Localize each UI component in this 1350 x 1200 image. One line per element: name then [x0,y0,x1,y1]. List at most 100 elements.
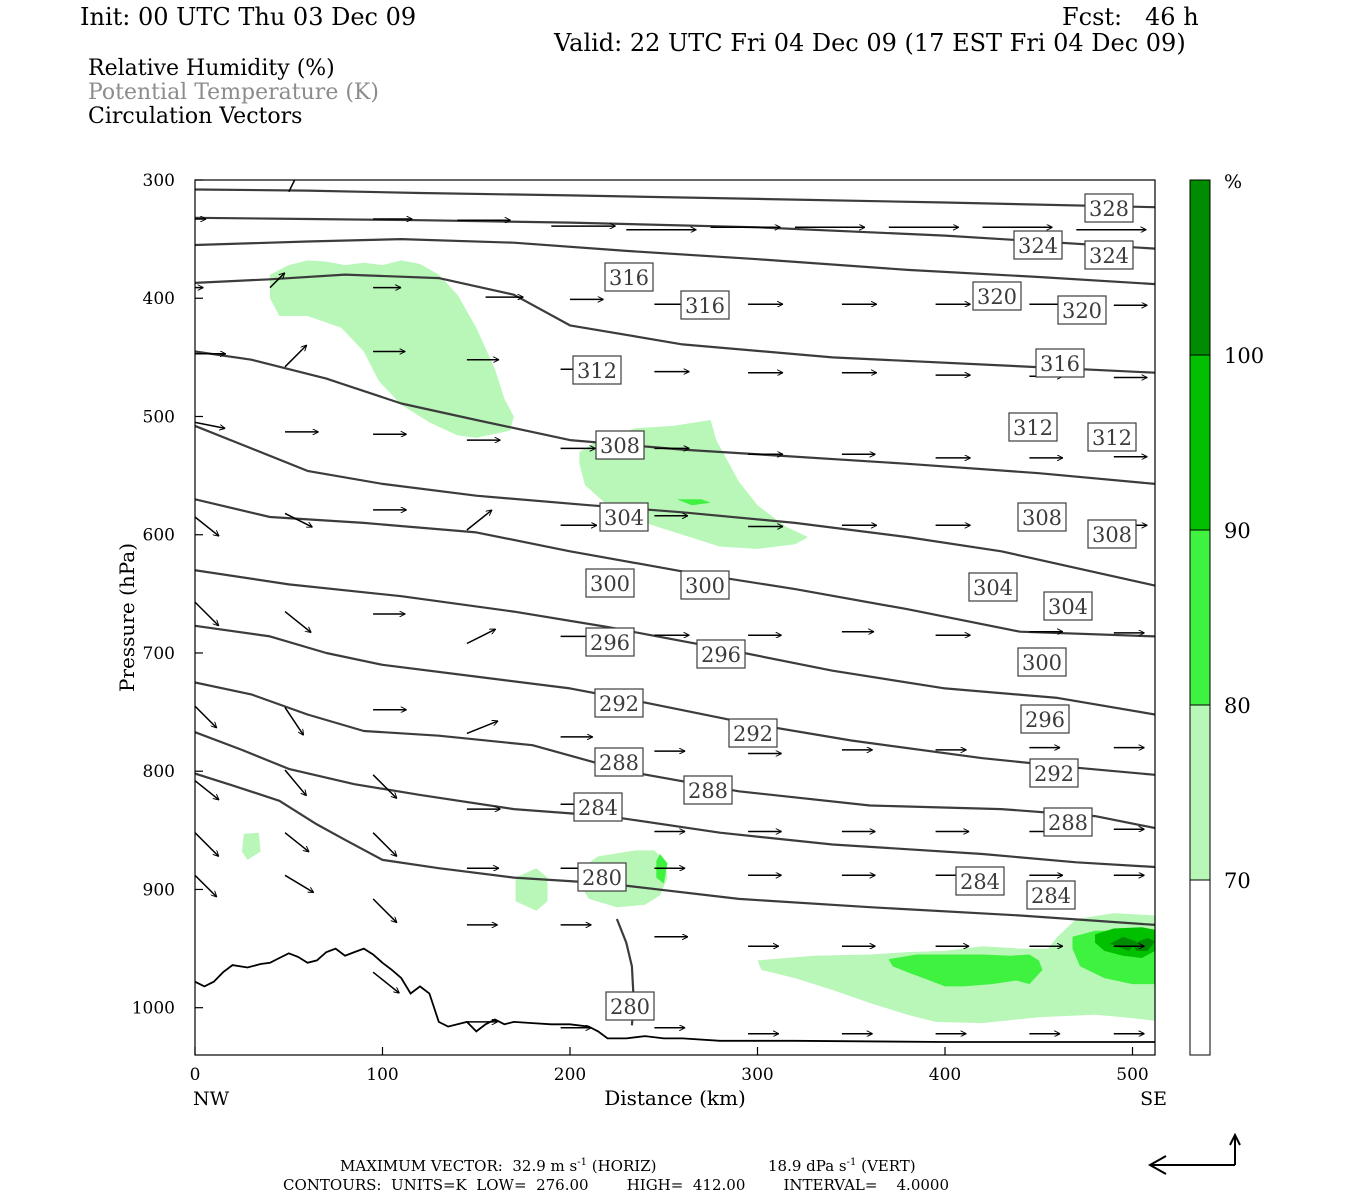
contour-label: 304 [973,576,1013,600]
colorbar-level-label: 80 [1224,694,1251,718]
vector-arrow [284,832,309,852]
colorbar-band [1190,355,1210,530]
y-tick-label: 700 [143,644,175,664]
theta-contour-328 [195,188,1155,209]
max-vector-text: MAXIMUM VECTOR: 32.9 m s-1 (HORIZ) [340,1157,657,1175]
contour-label: 320 [1062,299,1102,323]
theta-contour-300 [195,569,1155,716]
contour-label-box [1035,348,1085,378]
contour-label: 288 [688,779,728,803]
contour-label: 308 [1022,506,1062,530]
contour-label: 292 [599,692,639,716]
colorbar-band [1190,530,1210,705]
valid-time: Valid: 22 UTC Fri 04 Dec 09 (17 EST Fri … [554,29,1186,57]
contour-label-box [1020,704,1070,734]
forecast-hour: Fcst: 46 h [1062,3,1199,31]
contour-label-box [1043,807,1093,837]
contour-label-box [599,502,649,532]
vector-arrow [284,345,307,368]
contour-label: 304 [1048,595,1088,619]
rh-region-80 [676,499,711,506]
contours-info: CONTOURS: UNITS=K LOW= 276.00 HIGH= 412.… [283,1176,949,1194]
y-tick-label: 400 [143,289,175,309]
vector-arrow [284,512,313,528]
theta-contour-304 [195,498,1155,638]
theta-contour-284 [195,772,1155,926]
vector-arrow [195,705,217,728]
contour-label: 312 [1092,426,1132,450]
theta-contour-312 [195,350,1155,485]
contour-label-box [1026,880,1076,910]
x-tick-label: 0 [190,1065,201,1085]
contour-label-box [604,262,654,292]
x-tick-label: 100 [366,1065,398,1085]
vector-arrow [284,611,311,633]
contour-label-box [595,430,645,460]
contour-label: 284 [578,796,618,820]
contour-label: 288 [1048,811,1088,835]
x-tick-label: 400 [929,1065,961,1085]
x-tick-label: 500 [1116,1065,1148,1085]
colorbar-level-label: 100 [1224,344,1264,368]
contour-label: 300 [685,574,725,598]
contour-label-box [1043,591,1093,621]
colorbar-band [1190,180,1210,355]
contour-label-box [1013,230,1063,260]
vector-arrow [195,780,219,800]
contour-label: 284 [1031,884,1071,908]
vector-arrow [372,774,397,799]
vector-arrow [195,421,225,428]
rh-region-70 [241,832,261,860]
theta-contour-316 [195,273,1155,374]
contour-label-box [594,688,644,718]
contour-label-box [1008,412,1058,442]
vector-arrow [284,769,307,796]
contour-label: 296 [590,631,630,655]
contour-label-box [1084,240,1134,270]
axes: 300 400 500 600 700 800 900 1000 0 100 200 300 400 50… [115,171,1167,1110]
theta-contour-292 [195,681,1155,830]
contour-label-box [955,866,1005,896]
y-tick-label: 800 [143,762,175,782]
contour-label-box [696,639,746,669]
contour-label-box [577,862,627,892]
rh-region-70 [515,868,548,911]
contour-label: 300 [1022,651,1062,675]
contour-label-box [1087,422,1137,452]
theta-contour-308 [195,424,1155,587]
rh-region-80 [888,954,1043,987]
reference-vector-icon [1147,1132,1241,1175]
contour-label-box [683,775,733,805]
contour-label-box [1029,758,1079,788]
contour-label-box [585,627,635,657]
contour-label: 292 [733,722,773,746]
rh-region-100 [1110,936,1137,951]
contour-label: 292 [1034,762,1074,786]
vector-arrow [466,510,492,531]
contour-label: 312 [577,359,617,383]
x-tick-label: 200 [554,1065,586,1085]
vector-arrow [195,832,219,857]
y-tick-label: 1000 [132,999,175,1019]
contour-label-box [605,991,655,1021]
max-vector-vert-text: 18.9 dPa s-1 (VERT) [768,1157,916,1175]
theta-contour-296 [195,624,1155,776]
contour-label: 284 [960,870,1000,894]
x-axis-title: Distance (km) [604,1086,746,1110]
vector-arrow [195,874,217,897]
contour-label: 280 [582,866,622,890]
contour-label-box [585,568,635,598]
contour-label: 312 [1013,416,1053,440]
contour-label: 324 [1018,234,1058,258]
colorbar-unit-label: % [1224,171,1242,193]
plot-frame [194,179,1156,1056]
contour-label: 320 [977,285,1017,309]
contour-label-box [1087,519,1137,549]
contour-label-box [1084,193,1134,223]
vector-arrow [284,874,314,894]
contour-label: 308 [1092,523,1132,547]
vector-arrow [466,628,496,645]
y-tick-label: 900 [143,880,175,900]
vector-arrow [288,180,296,193]
